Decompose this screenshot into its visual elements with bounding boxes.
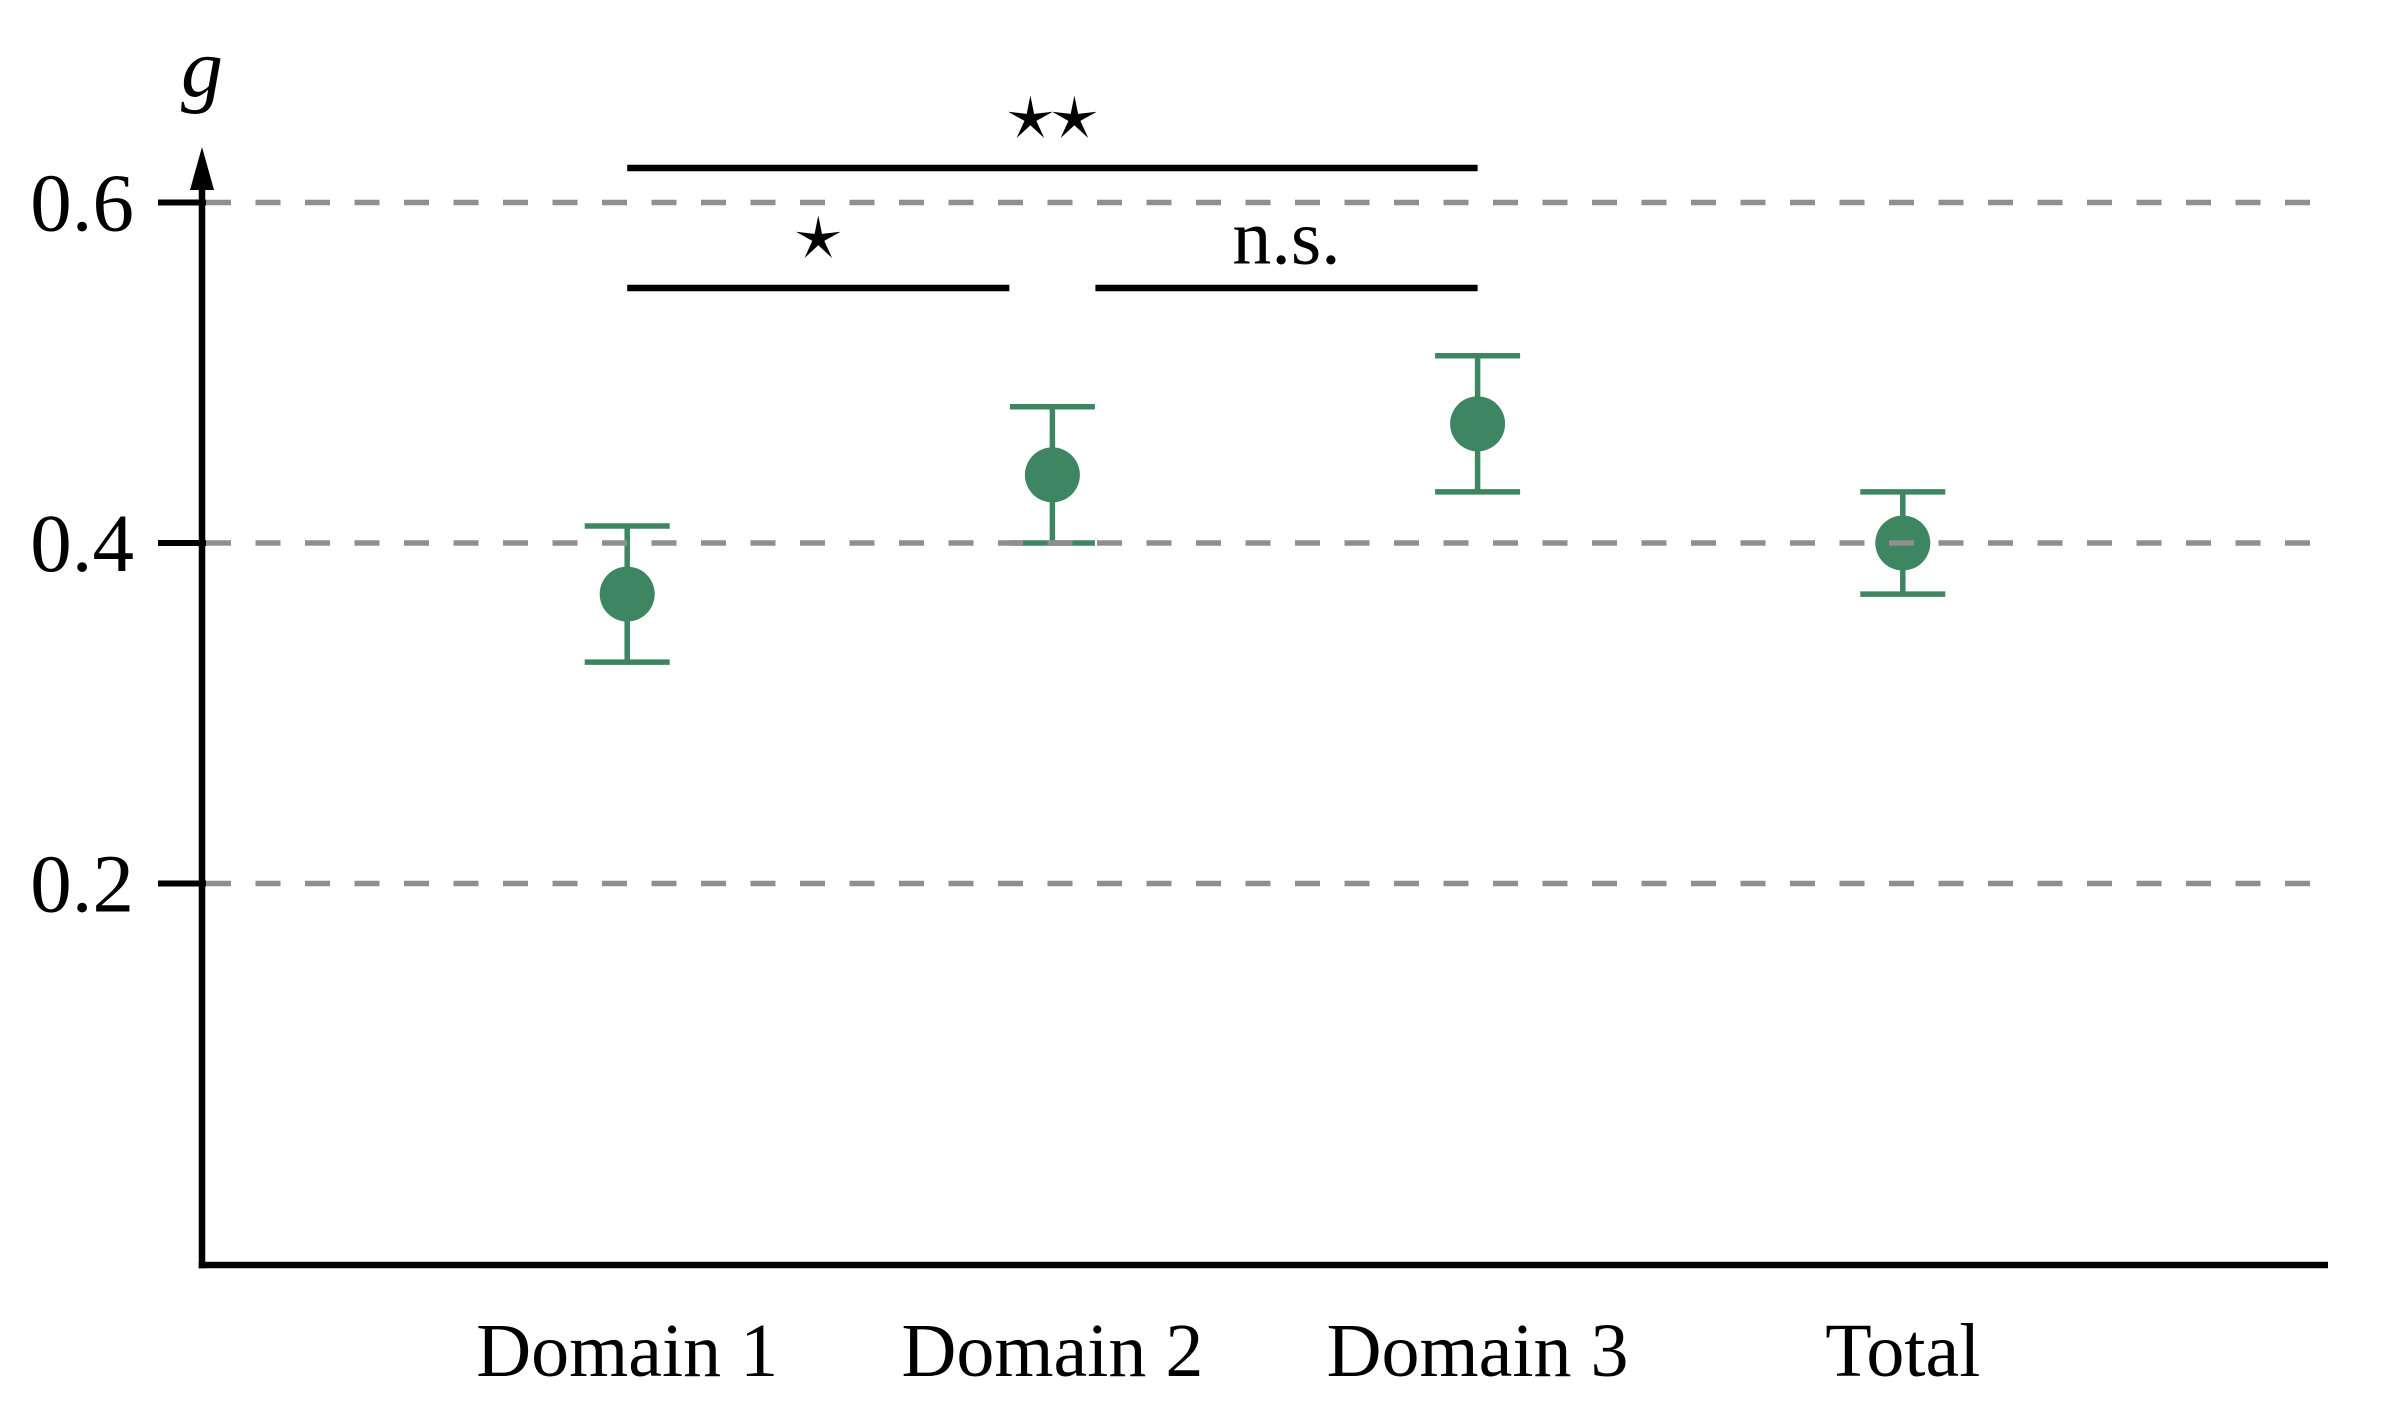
x-label-total: Total bbox=[1825, 1309, 1980, 1393]
x-label-domain-1: Domain 1 bbox=[476, 1309, 778, 1393]
data-point-domain-3 bbox=[1450, 396, 1506, 452]
data-point-domain-2 bbox=[1024, 447, 1080, 503]
sig-star-icon-domain-1-domain-3-0 bbox=[1008, 95, 1053, 138]
sig-star-icon-domain-1-domain-2-0 bbox=[796, 215, 841, 258]
x-label-domain-2: Domain 2 bbox=[901, 1309, 1203, 1393]
y-tick-label-0-6: 0.6 bbox=[30, 157, 134, 249]
y-axis-arrowhead-icon bbox=[190, 147, 214, 190]
y-tick-label-0-4: 0.4 bbox=[30, 497, 134, 589]
sig-label-domain-2-domain-3: n.s. bbox=[1232, 194, 1340, 281]
sig-star-icon-domain-1-domain-3-1 bbox=[1052, 95, 1097, 138]
y-axis-title: g bbox=[181, 22, 223, 115]
x-label-domain-3: Domain 3 bbox=[1327, 1309, 1629, 1393]
data-point-domain-1 bbox=[599, 566, 655, 622]
y-tick-label-0-2: 0.2 bbox=[30, 838, 134, 930]
